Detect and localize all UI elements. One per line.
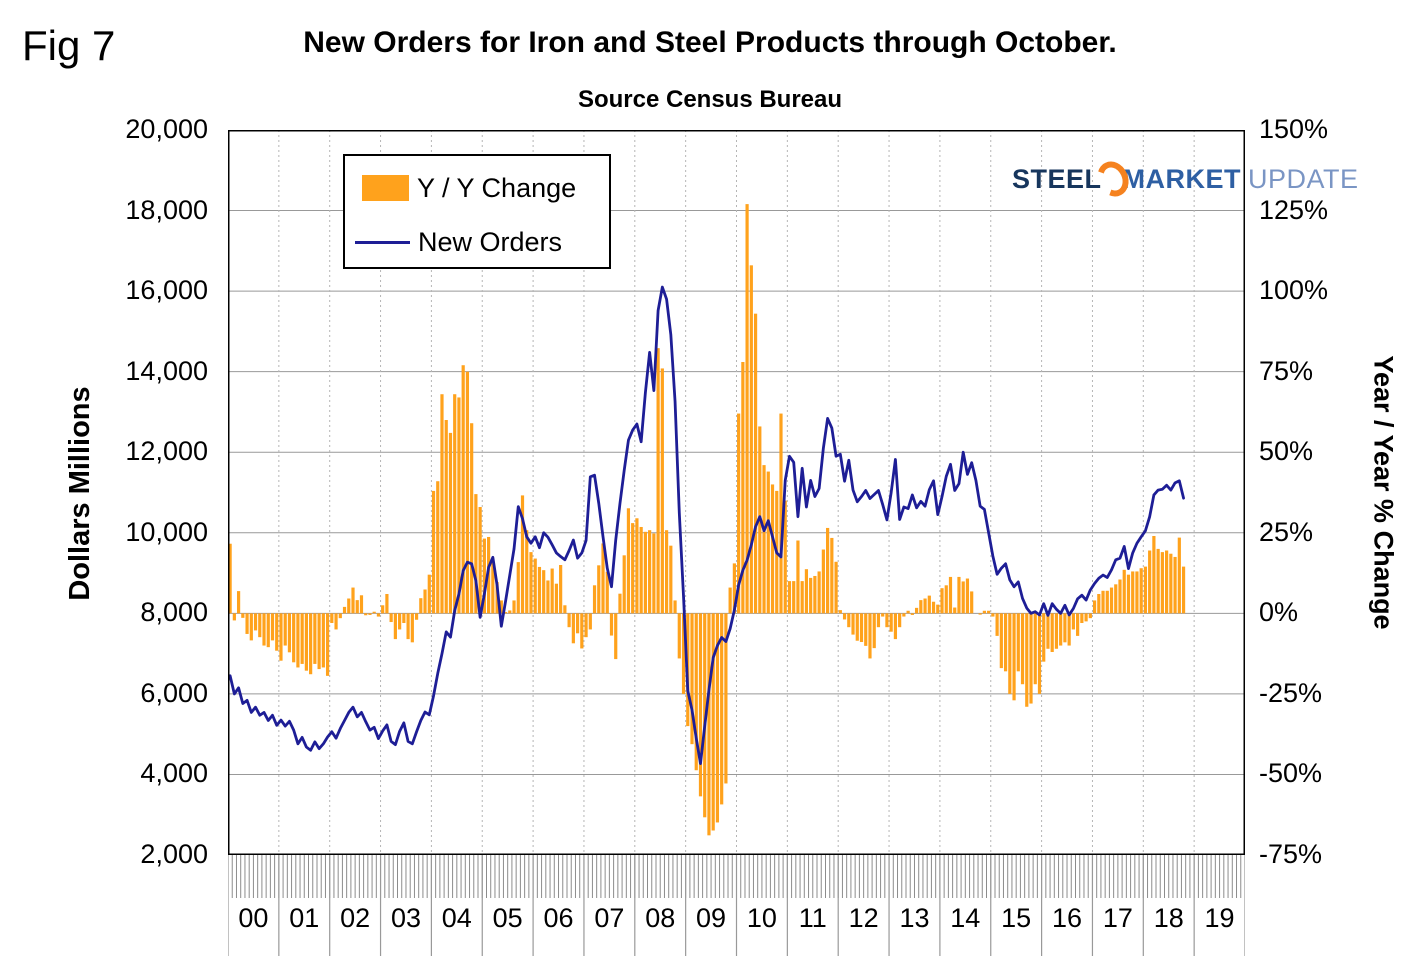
- chart-title: New Orders for Iron and Steel Products t…: [303, 26, 1117, 59]
- year-label: 03: [390, 903, 421, 933]
- year-label: 11: [798, 903, 827, 933]
- legend-label-yy-change: Y / Y Change: [417, 172, 577, 203]
- left-axis-tick: 12,000: [125, 436, 208, 467]
- year-label: 18: [1153, 903, 1184, 933]
- year-label: 07: [594, 903, 625, 933]
- x-axis-ticks: [228, 855, 1245, 956]
- year-label: 06: [543, 903, 574, 933]
- legend-label-new-orders: New Orders: [418, 226, 563, 257]
- year-label: 00: [238, 903, 269, 933]
- right-axis-tick: 50%: [1259, 436, 1314, 467]
- left-axis-tick: 8,000: [140, 597, 208, 628]
- left-axis-tick: 4,000: [140, 758, 208, 789]
- figure-number: Fig 7: [22, 22, 116, 69]
- left-axis-tick: 16,000: [125, 275, 208, 306]
- left-axis-tick: 2,000: [140, 839, 208, 869]
- right-axis-tick: -50%: [1259, 758, 1323, 789]
- year-label: 19: [1204, 903, 1235, 933]
- left-axis-tick: 14,000: [125, 355, 208, 386]
- year-label: 12: [848, 903, 879, 933]
- right-axis-tick: 0%: [1259, 597, 1299, 628]
- bar-swatch-icon: [362, 175, 409, 201]
- year-label: 13: [899, 903, 930, 933]
- year-label: 16: [1051, 903, 1083, 933]
- legend-item-new-orders: New Orders: [345, 222, 609, 262]
- right-axis-tick: 125%: [1259, 194, 1329, 225]
- logo-word-update: UPDATE: [1248, 163, 1359, 194]
- year-label: 09: [696, 903, 727, 933]
- year-label: 01: [289, 903, 320, 933]
- left-axis-tick: 6,000: [140, 677, 208, 708]
- year-label: 04: [441, 903, 472, 933]
- right-axis-tick: 150%: [1259, 114, 1329, 144]
- year-label: 02: [340, 903, 371, 933]
- left-axis-tick: 20,000: [125, 114, 208, 144]
- line-swatch-icon: [355, 240, 410, 244]
- left-axis-tick: 18,000: [125, 194, 208, 225]
- right-axis-tick: -75%: [1259, 839, 1323, 869]
- logo-word-steel: STEEL: [1012, 163, 1102, 194]
- year-label: 10: [746, 903, 777, 933]
- right-axis-title: Year / Year % Change: [1368, 355, 1399, 630]
- legend-box: Y / Y Change New Orders: [343, 154, 611, 269]
- year-label: 14: [950, 903, 981, 933]
- year-label: 17: [1102, 903, 1133, 933]
- right-axis-tick: 25%: [1259, 516, 1314, 547]
- chart-subtitle: Source Census Bureau: [577, 86, 843, 113]
- right-axis-tick: 75%: [1259, 355, 1314, 386]
- right-axis-tick: -25%: [1259, 677, 1323, 708]
- logo-word-market: MARKET: [1122, 163, 1242, 194]
- year-label: 08: [645, 903, 676, 933]
- year-label: 05: [492, 903, 523, 933]
- right-axis-tick: 100%: [1259, 275, 1329, 306]
- steel-market-update-logo: STEEL MARKET UPDATE: [1012, 156, 1359, 202]
- year-label: 15: [1001, 903, 1032, 933]
- left-axis-tick: 10,000: [125, 516, 208, 547]
- legend-item-yy-change: Y / Y Change: [345, 168, 609, 208]
